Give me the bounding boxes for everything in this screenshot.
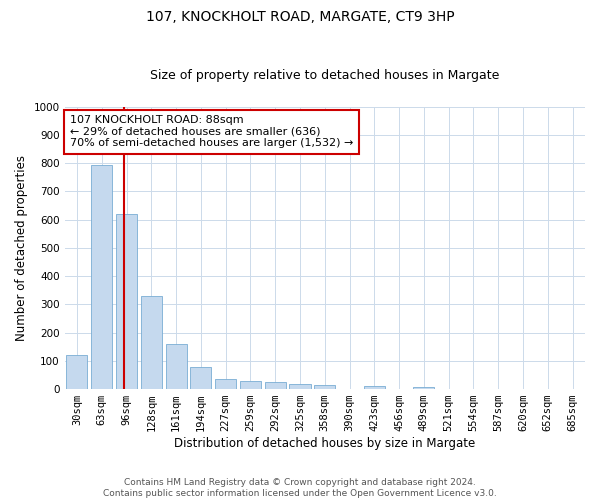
Bar [364, 386, 385, 389]
Text: Contains HM Land Registry data © Crown copyright and database right 2024.
Contai: Contains HM Land Registry data © Crown c… [103, 478, 497, 498]
Bar [215, 379, 236, 389]
Text: 107 KNOCKHOLT ROAD: 88sqm
← 29% of detached houses are smaller (636)
70% of semi: 107 KNOCKHOLT ROAD: 88sqm ← 29% of detac… [70, 115, 353, 148]
Bar [190, 367, 211, 389]
Text: 107, KNOCKHOLT ROAD, MARGATE, CT9 3HP: 107, KNOCKHOLT ROAD, MARGATE, CT9 3HP [146, 10, 454, 24]
Bar [166, 344, 187, 389]
Bar [240, 382, 261, 389]
Bar [141, 296, 162, 389]
Bar [265, 382, 286, 389]
Y-axis label: Number of detached properties: Number of detached properties [15, 155, 28, 341]
Bar [91, 164, 112, 389]
Bar [67, 355, 88, 389]
X-axis label: Distribution of detached houses by size in Margate: Distribution of detached houses by size … [174, 437, 475, 450]
Bar [289, 384, 311, 389]
Bar [116, 214, 137, 389]
Title: Size of property relative to detached houses in Margate: Size of property relative to detached ho… [150, 69, 499, 82]
Bar [413, 386, 434, 389]
Bar [314, 386, 335, 389]
